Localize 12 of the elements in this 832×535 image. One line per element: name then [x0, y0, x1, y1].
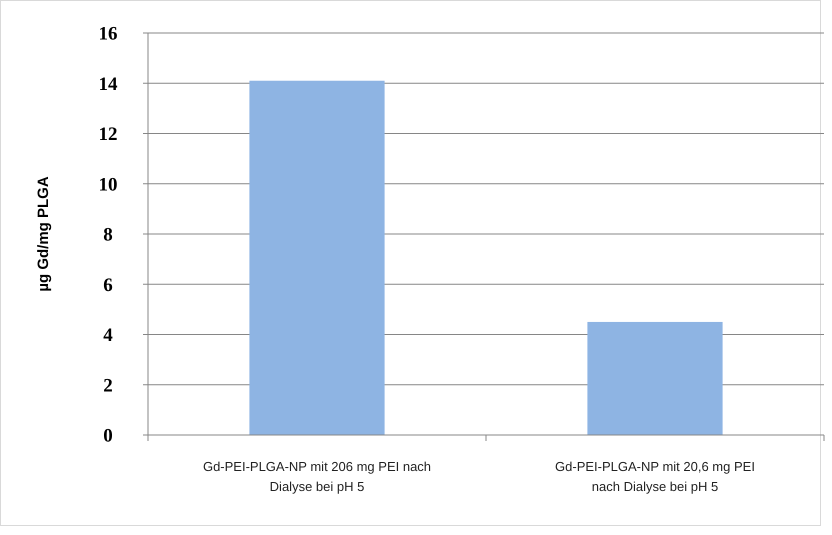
y-tick-label: 4 [103, 325, 114, 346]
x-tick-label: Gd-PEI-PLGA-NP mit 206 mg PEI nach Dialyse bei pH 5 [202, 459, 432, 494]
y-tick-label: 6 [103, 274, 113, 296]
y-axis-title: µg Gd/mg PLGA [35, 176, 52, 292]
y-tick-label: 0 [103, 426, 113, 447]
y-tick-label: 8 [103, 224, 113, 246]
y-tick-label: 12 [98, 124, 118, 146]
y-tick-label: 2 [103, 375, 113, 396]
x-tick-label: Gd-PEI-PLGA-NP mit 20,6 mg PEI nach Dialyse bei pH 5 [555, 459, 755, 494]
y-tick-label: 10 [98, 174, 118, 196]
y-tick-label: 16 [98, 24, 118, 45]
y-tick-label: 14 [98, 74, 118, 95]
